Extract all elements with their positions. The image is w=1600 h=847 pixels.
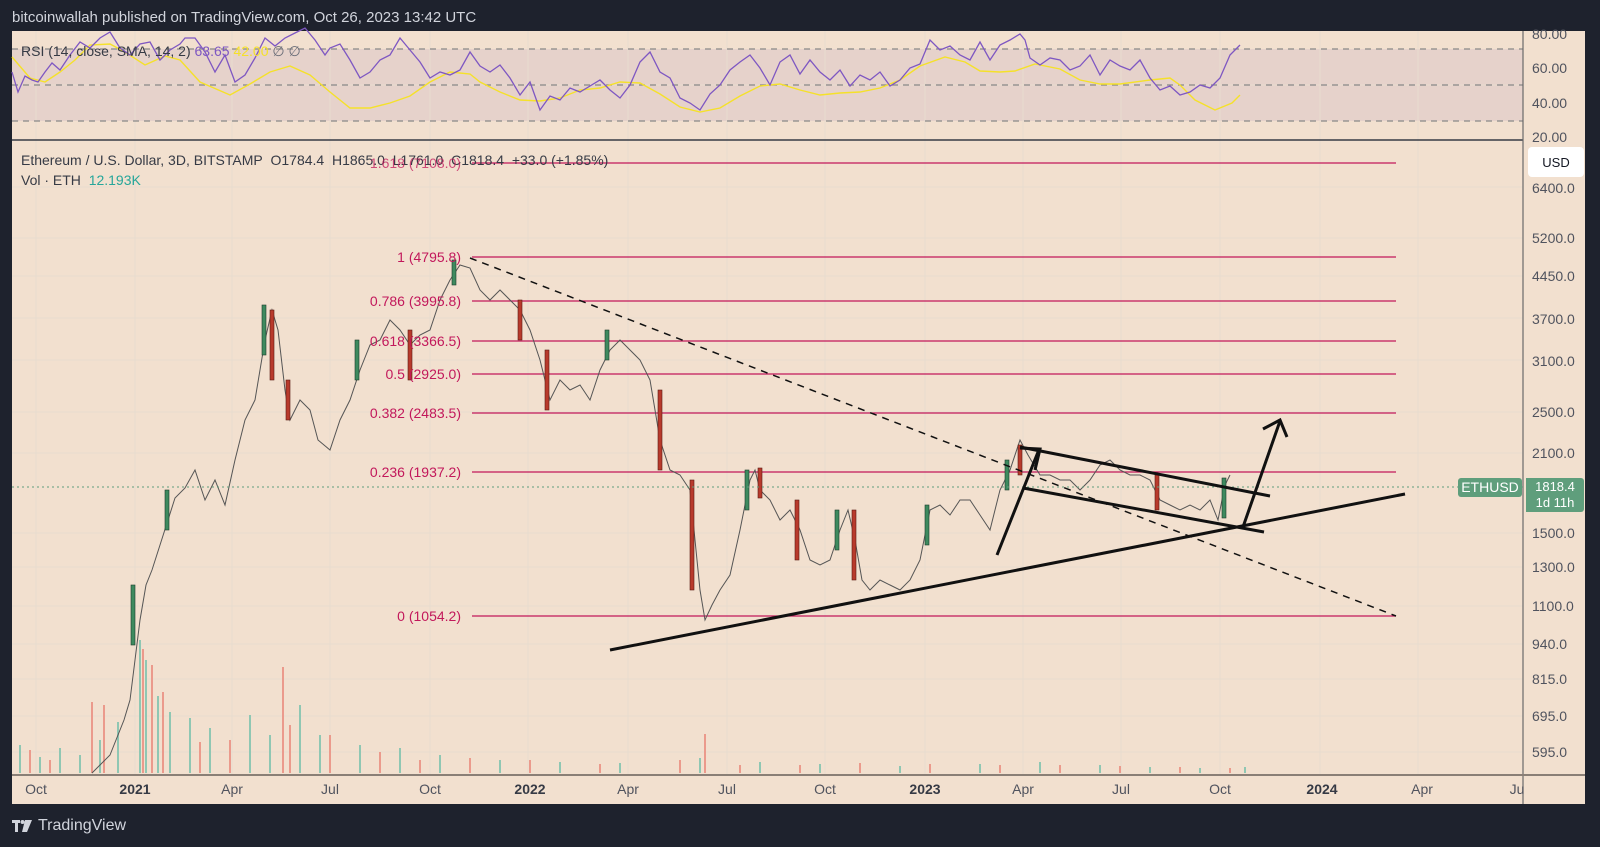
bar-countdown: 1d 11h bbox=[1535, 495, 1575, 510]
time-axis-label: 2024 bbox=[1306, 781, 1338, 797]
time-axis-label: Oct bbox=[25, 781, 47, 797]
volume-value: 12.193K bbox=[88, 172, 141, 188]
vertical-gridlines bbox=[35, 31, 1419, 775]
time-axis-label: Jul bbox=[321, 781, 339, 797]
price-axis-label: 3700.0 bbox=[1532, 311, 1575, 327]
rsi-extra: ∅ ∅ bbox=[272, 43, 301, 59]
time-axis-label: Oct bbox=[814, 781, 836, 797]
ohlc-change: +33.0 (+1.85%) bbox=[511, 152, 609, 168]
time-axis-label: Apr bbox=[1411, 781, 1433, 797]
time-axis-label: Apr bbox=[1012, 781, 1034, 797]
fib-label: 1.618 (7108.0) bbox=[369, 155, 461, 171]
horizontal-gridlines bbox=[12, 84, 1523, 753]
price-axis-label: 1300.0 bbox=[1532, 559, 1575, 575]
channel-lower-line bbox=[1022, 486, 1265, 534]
price-axis-label: 3100.0 bbox=[1532, 353, 1575, 369]
price-axis-label: 815.0 bbox=[1532, 671, 1568, 687]
price-axis-label: 1500.0 bbox=[1532, 525, 1575, 541]
fib-label: 0.382 (2483.5) bbox=[369, 405, 461, 421]
symbol-title: Ethereum / U.S. Dollar, 3D, BITSTAMP bbox=[21, 152, 263, 168]
price-axis-label: 1100.0 bbox=[1532, 598, 1574, 614]
volume-legend[interactable]: Vol · ETH 12.193K bbox=[21, 172, 141, 188]
published-header: bitcoinwallah published on TradingView.c… bbox=[12, 9, 477, 26]
ohlc-close: C1818.4 bbox=[451, 152, 505, 168]
time-axis-label: Ju bbox=[1509, 781, 1525, 797]
candlesticks bbox=[91, 259, 1231, 774]
flagpole-arrow-head bbox=[1019, 446, 1042, 471]
currency-button[interactable]: USD bbox=[1528, 147, 1584, 177]
tradingview-icon bbox=[12, 820, 32, 832]
last-price-value: 1818.4 bbox=[1535, 479, 1575, 494]
time-axis-label: Oct bbox=[419, 781, 441, 797]
rsi-axis-label: 60.00 bbox=[1532, 60, 1568, 76]
ohlc-low: L1761.0 bbox=[392, 152, 444, 168]
time-axis-label: 2023 bbox=[909, 781, 941, 797]
fib-label: 0.236 (1937.2) bbox=[369, 464, 461, 480]
rsi-axis-label: 20.00 bbox=[1532, 129, 1568, 145]
flagpole-arrow bbox=[995, 451, 1040, 556]
tradingview-logo[interactable]: TradingView bbox=[12, 817, 126, 835]
fib-label: 0.618 (3366.5) bbox=[369, 333, 461, 349]
breakout-arrow-head bbox=[1262, 417, 1289, 438]
rsi-legend[interactable]: RSI (14, close, SMA, 14, 2) 63.65 42.00 … bbox=[21, 43, 301, 60]
fib-label: 1 (4795.8) bbox=[397, 249, 461, 265]
fib-lines bbox=[472, 162, 1396, 617]
rsi-label: RSI (14, close, SMA, 14, 2) bbox=[21, 43, 191, 59]
price-axis-label: 940.0 bbox=[1532, 636, 1568, 652]
rsi-line bbox=[11, 27, 1241, 112]
ascending-support-line bbox=[609, 492, 1406, 652]
fib-label: 0 (1054.2) bbox=[397, 608, 461, 624]
descending-trendline bbox=[469, 257, 1397, 617]
rsi-axis-label: 80.00 bbox=[1532, 26, 1568, 42]
time-axis-label: Jul bbox=[1112, 781, 1130, 797]
time-axis-label: Apr bbox=[221, 781, 243, 797]
ohlc-open: O1784.4 bbox=[270, 152, 325, 168]
price-axis-label: 695.0 bbox=[1532, 708, 1568, 724]
breakout-arrow bbox=[1241, 420, 1282, 528]
time-axis-label: 2021 bbox=[119, 781, 151, 797]
price-axis-label: 2100.0 bbox=[1532, 445, 1575, 461]
brand-name: TradingView bbox=[38, 817, 127, 834]
fib-label: 0.786 (3995.8) bbox=[369, 293, 461, 309]
price-axis-label: 5200.0 bbox=[1532, 230, 1575, 246]
symbol-legend[interactable]: Ethereum / U.S. Dollar, 3D, BITSTAMP O17… bbox=[21, 152, 608, 168]
price-axis-label: 2500.0 bbox=[1532, 404, 1575, 420]
volume-bars bbox=[19, 640, 1246, 773]
time-axis-label: Apr bbox=[617, 781, 639, 797]
time-axis-label: Jul bbox=[718, 781, 736, 797]
channel-upper-line bbox=[1019, 445, 1271, 498]
symbol-price-tag: ETHUSD bbox=[1458, 478, 1522, 497]
rsi-axis-label: 40.00 bbox=[1532, 95, 1568, 111]
time-axis-label: Oct bbox=[1209, 781, 1231, 797]
volume-label: Vol · ETH bbox=[21, 172, 81, 188]
rsi-sma-line bbox=[11, 43, 1241, 113]
rsi-value: 63.65 bbox=[194, 43, 230, 59]
price-axis-label: 595.0 bbox=[1532, 744, 1568, 760]
rsi-level-lines bbox=[12, 48, 1523, 122]
chart-frame[interactable] bbox=[12, 31, 1585, 804]
rsi-sma-value: 42.00 bbox=[233, 43, 269, 59]
price-axis-label: 4450.0 bbox=[1532, 268, 1575, 284]
time-axis-label: 2022 bbox=[514, 781, 546, 797]
price-axis-label: 6400.0 bbox=[1532, 180, 1575, 196]
ohlc-high: H1865.0 bbox=[331, 152, 385, 168]
fib-label: 0.5 (2925.0) bbox=[385, 366, 462, 382]
last-price-tag: 1818.4 1d 11h bbox=[1526, 478, 1584, 512]
